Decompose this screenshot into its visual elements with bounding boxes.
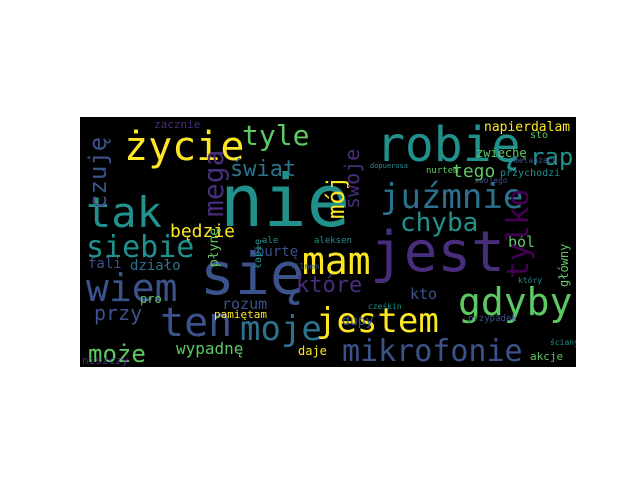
word-tego: tego <box>452 161 496 182</box>
word-akcje: akcje <box>530 350 564 363</box>
word-moje: moje <box>240 309 322 349</box>
word-sciany: ściany <box>550 338 576 347</box>
word-wiem: wiem <box>86 266 178 310</box>
word-juzmnie: juźmnie <box>380 177 524 217</box>
word-przy: przy <box>94 301 143 325</box>
word-ktory: który <box>518 276 543 285</box>
word-dupy: dupy <box>342 314 374 329</box>
word-dopuerosa: dopuerosa <box>370 162 408 170</box>
word-gdyby: gdyby <box>458 280 573 324</box>
word-mega: mega <box>197 149 230 217</box>
word-cloud: nie się jest robię życie tak juźmnie mam… <box>80 117 576 367</box>
word-tylko: tylko <box>501 188 536 279</box>
word-siebie: siebie <box>86 230 195 265</box>
word-daje: daje <box>298 344 327 358</box>
word-sto: sto <box>530 130 549 141</box>
word-burte: burtę <box>256 244 299 260</box>
word-swojego: swojego <box>474 176 508 185</box>
word-lapie: łapię <box>253 238 264 269</box>
word-przypadek: przypadek <box>468 314 517 324</box>
word-nurtem: nurtem <box>426 166 459 176</box>
word-glowny: główny <box>557 243 571 287</box>
word-bol: ból <box>508 233 536 251</box>
word-pamietam: pamiętam <box>214 308 267 321</box>
word-sie: się <box>200 240 305 308</box>
word-rap: rap <box>530 143 574 171</box>
word-filmem: filmem <box>290 262 319 271</box>
word-swoje: swoje <box>340 148 364 209</box>
word-mam: mam <box>302 239 371 283</box>
word-nie: nie <box>220 159 351 243</box>
word-zycie: życie <box>124 124 245 170</box>
word-niszczy: niszczy <box>82 354 129 367</box>
word-czuje: czuję <box>84 136 112 209</box>
word-rozum: rozum <box>222 295 268 313</box>
word-bedzie: będzie <box>170 221 236 242</box>
word-fali: fali <box>88 256 122 272</box>
word-ale: ale <box>262 236 279 246</box>
word-jestem: jestem <box>316 301 439 341</box>
word-dzialo: działo <box>130 258 181 274</box>
word-moze: może <box>88 340 146 367</box>
word-jest: jest <box>370 220 505 285</box>
word-ten: ten <box>160 300 233 346</box>
word-aleksen: aleksen <box>314 236 352 246</box>
word-robie: robię <box>376 117 521 173</box>
word-tyle: tyle <box>242 119 310 152</box>
word-pro: pro <box>140 292 162 306</box>
word-swiat: świat <box>230 157 297 182</box>
word-tak: tak <box>86 188 162 237</box>
word-wypadne: wypadnę <box>176 339 244 358</box>
word-zacznie: zacznie <box>154 118 201 131</box>
word-przychodzi: przychodzi <box>500 168 561 179</box>
word-mikrofonie: mikrofonie <box>342 334 523 367</box>
word-zwieche: zwiechę <box>476 146 527 160</box>
word-napierdalam: napierdalam <box>484 120 571 135</box>
word-ktore: które <box>296 273 363 298</box>
word-cz-eskin: cześkin <box>368 302 402 311</box>
word-melanzach: melanżach <box>514 156 558 165</box>
word-chyba: chyba <box>400 208 479 238</box>
word-plyne: płynę <box>207 227 222 267</box>
word-kto: kto <box>410 285 438 303</box>
